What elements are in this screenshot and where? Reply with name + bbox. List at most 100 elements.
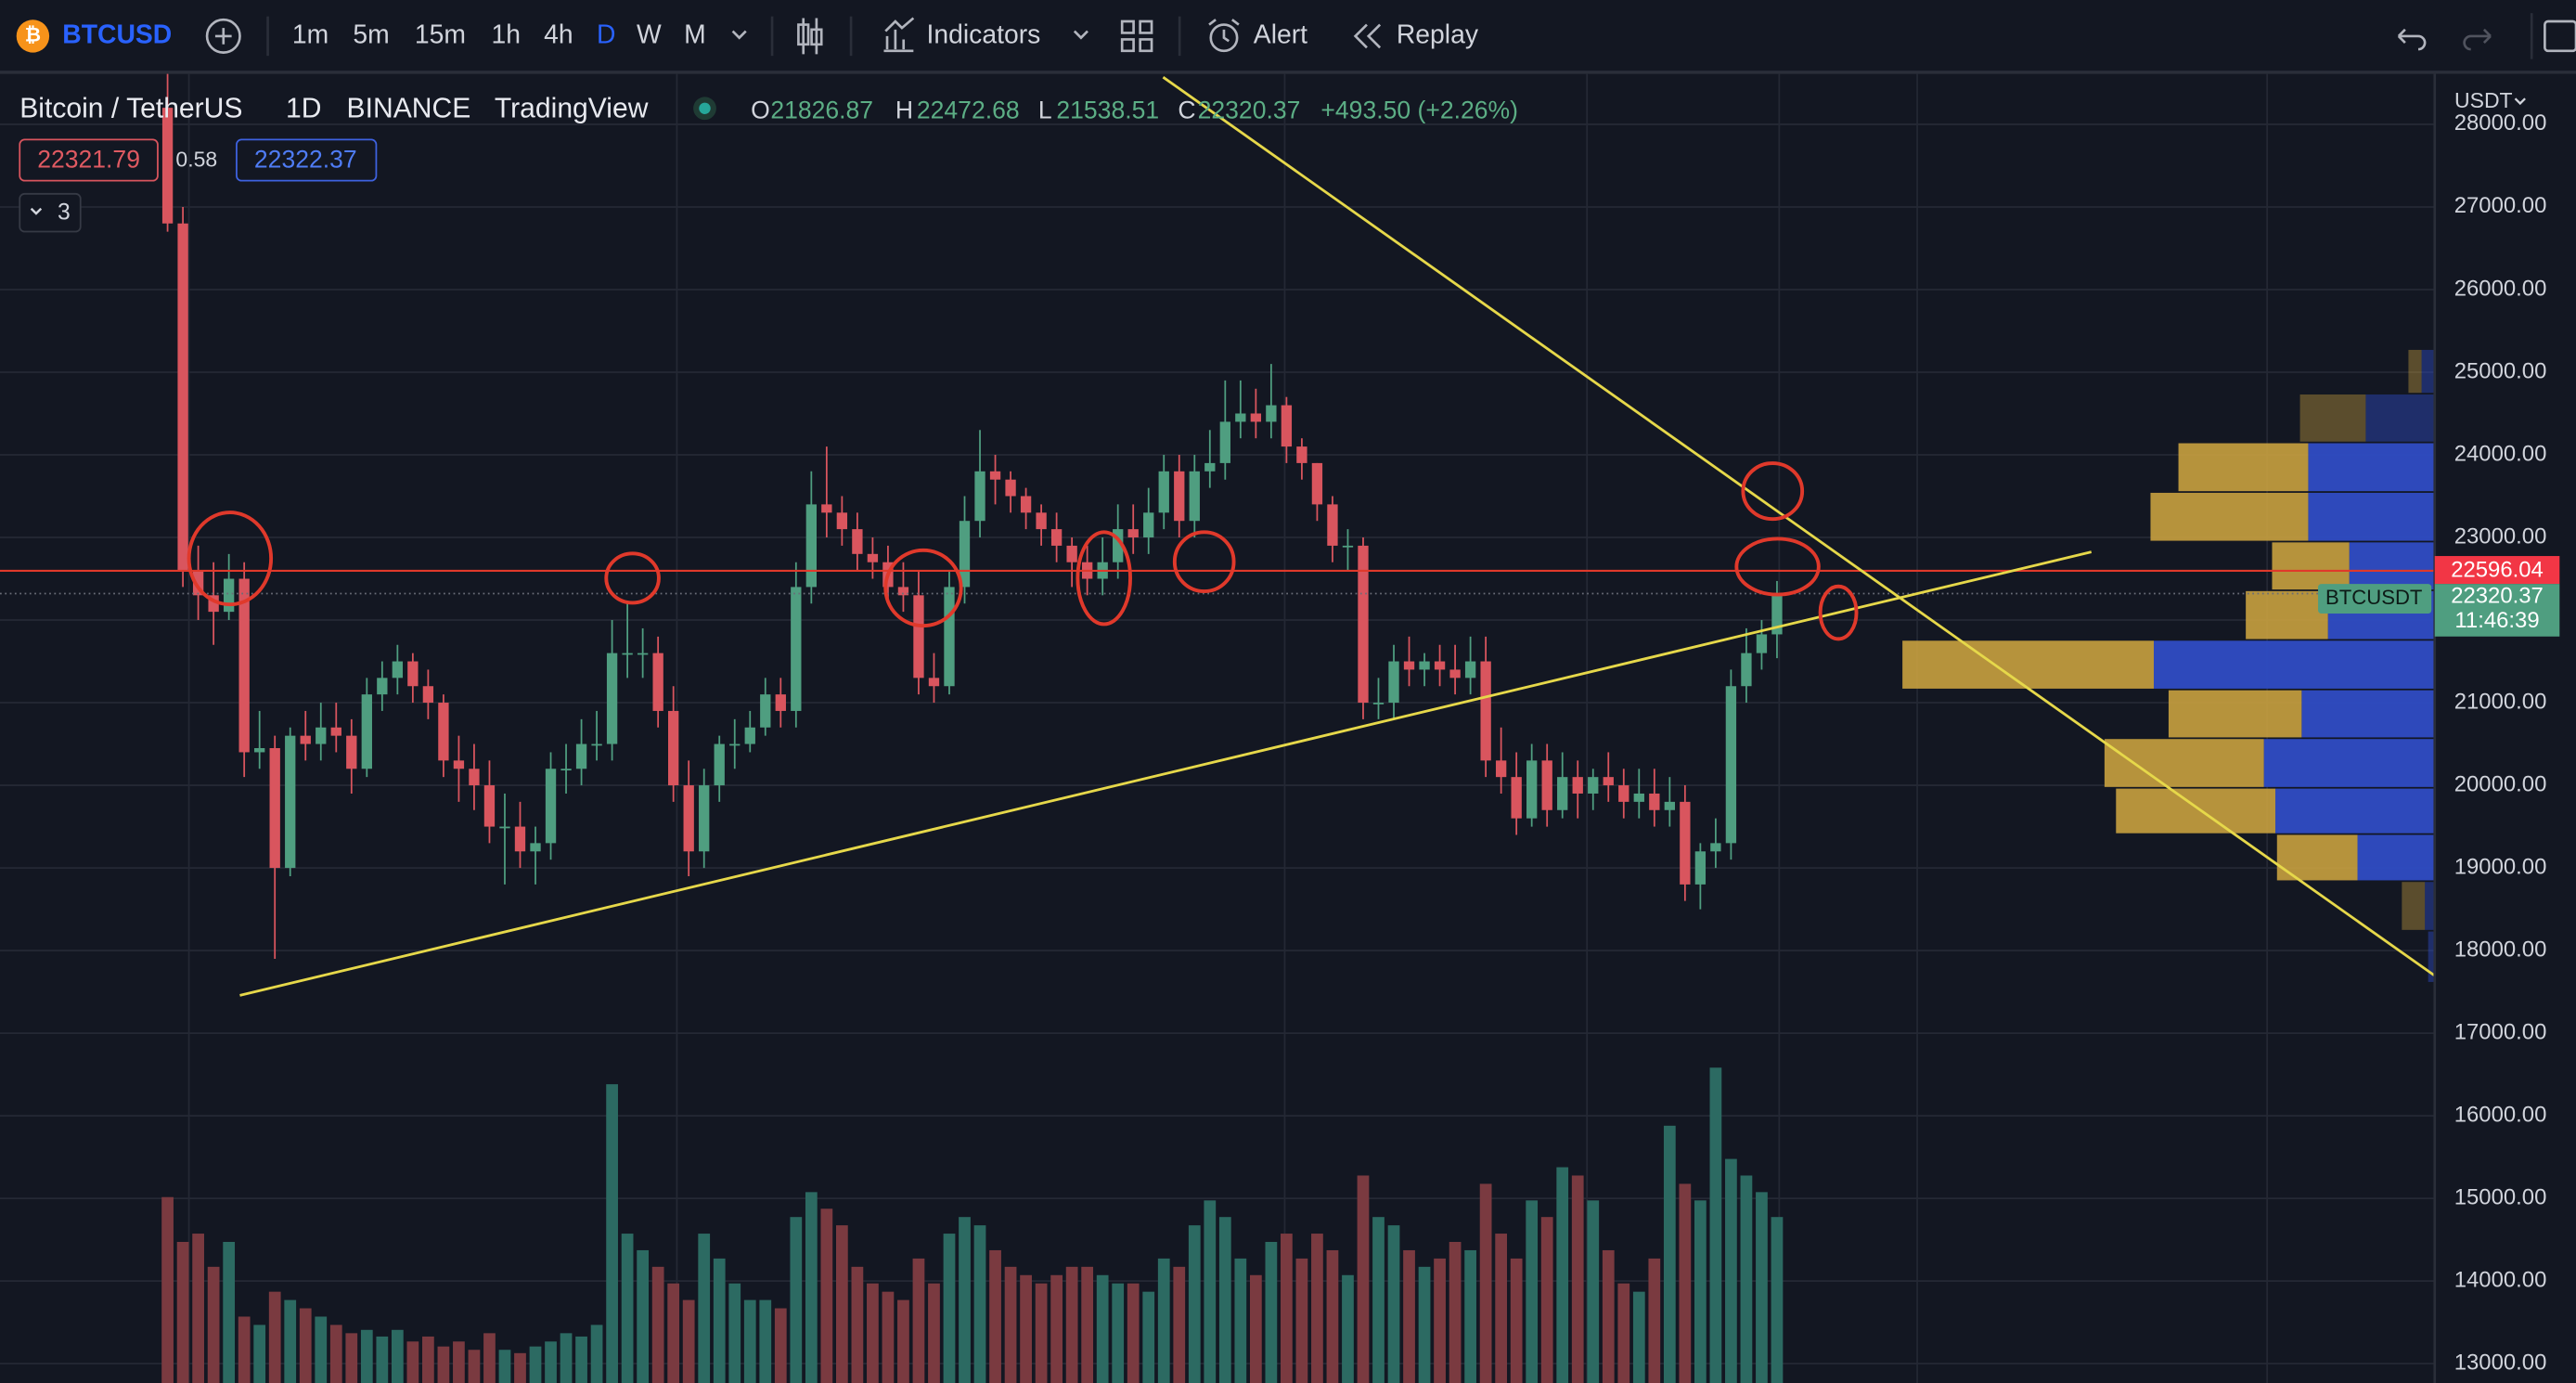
alert[interactable]: Alert [1254, 19, 1307, 49]
profile-down [2104, 739, 2264, 787]
volume-bar [1679, 1183, 1692, 1383]
volume-bar [1740, 1175, 1753, 1383]
candle-body [1372, 703, 1385, 704]
indicators-chevron[interactable] [1073, 30, 1088, 40]
high-value: 22472.68 [917, 96, 1020, 123]
trend-line[interactable] [239, 550, 2093, 997]
volume-bar [973, 1225, 986, 1383]
candle-body [422, 686, 434, 704]
alert-icon-hands [1208, 19, 1240, 43]
indicators-icon [883, 17, 915, 53]
indicators[interactable]: Indicators [927, 19, 1041, 49]
candle-body [668, 710, 679, 786]
volume-bar [376, 1336, 389, 1383]
ask-box[interactable] [236, 138, 378, 182]
profile-down [2246, 590, 2328, 640]
undo[interactable] [2397, 28, 2427, 51]
circle-annotation[interactable] [883, 548, 963, 628]
replay-icon [1353, 23, 1382, 49]
replay[interactable]: Replay [1397, 19, 1479, 49]
volume-bar [207, 1266, 220, 1383]
candle-body [1572, 777, 1583, 794]
candle-body [1618, 785, 1629, 802]
volume-bar [805, 1192, 818, 1383]
volume-bar [315, 1316, 328, 1383]
circle-annotation[interactable] [1075, 530, 1132, 627]
volume-bar [1526, 1200, 1539, 1383]
ask[interactable]: 22322.37 [254, 145, 357, 173]
circle-annotation[interactable] [1741, 461, 1805, 522]
volume-bar [223, 1242, 236, 1383]
profile-up [2263, 739, 2435, 787]
interval-chevron[interactable] [731, 30, 747, 40]
volume-bar [835, 1225, 848, 1383]
profile-up [2425, 882, 2435, 930]
interval-button[interactable]: 4h [544, 19, 573, 49]
y-tick-label: 16000.00 [2454, 1102, 2547, 1127]
volume-bar [1617, 1283, 1630, 1383]
circle-annotation[interactable] [1818, 584, 1859, 641]
interval-button[interactable]: 1m [292, 19, 328, 49]
symbol[interactable]: BTCUSD [62, 19, 172, 49]
layout-icon[interactable] [1120, 19, 1153, 53]
close-value: 22320.37 [1198, 96, 1301, 123]
profile-down [2150, 492, 2309, 541]
candle-body [622, 653, 633, 655]
profile-down [2272, 542, 2350, 590]
volume-bar [529, 1346, 542, 1383]
volume-bar [1434, 1258, 1446, 1383]
profile-up [2308, 443, 2435, 492]
volume-bar [545, 1341, 557, 1383]
alert-label-bg [2434, 556, 2560, 585]
volume-bar [329, 1325, 342, 1383]
interval-button[interactable]: M [684, 19, 706, 49]
circle-annotation[interactable] [1734, 536, 1821, 597]
redo[interactable] [2463, 28, 2492, 51]
symbol-label: BTCUSDT [2325, 586, 2422, 609]
interval-button[interactable]: 1h [492, 19, 522, 49]
volume-bar [1540, 1217, 1553, 1383]
volume-bar [1035, 1283, 1048, 1383]
indicators-toggle[interactable] [19, 192, 82, 233]
interval-button[interactable]: 15m [415, 19, 466, 49]
interval-button[interactable]: W [637, 19, 662, 49]
candle-body [1204, 462, 1216, 472]
circle-annotation[interactable] [1172, 530, 1236, 594]
volume-bar [1372, 1217, 1385, 1383]
candle-body [499, 826, 510, 829]
bid[interactable]: 22321.79 [37, 145, 140, 173]
candle-body [1358, 545, 1369, 704]
volume-bar [698, 1234, 711, 1383]
y-tick-label: 14000.00 [2454, 1267, 2547, 1292]
volume-bar [682, 1299, 695, 1383]
fullscreen[interactable] [2544, 19, 2576, 53]
interval-button[interactable]: D [597, 19, 615, 49]
candle-body [637, 653, 649, 655]
circle-annotation[interactable] [187, 511, 274, 607]
candle-body [1511, 777, 1522, 819]
candle-body [897, 587, 909, 596]
volume-bar [1725, 1158, 1737, 1383]
volume-bar [284, 1299, 297, 1383]
trend-line[interactable] [1162, 76, 2435, 977]
indicator-count: 3 [58, 200, 71, 226]
interval-button[interactable]: 5m [353, 19, 389, 49]
volume-bar [1112, 1283, 1125, 1383]
profile-up [2421, 349, 2435, 394]
volume-bar [943, 1234, 956, 1383]
symbol-label-bg [2318, 584, 2432, 614]
volume-bar [1295, 1258, 1308, 1383]
candle-body [1005, 479, 1016, 497]
volume-bar [928, 1283, 940, 1383]
circle-annotation[interactable] [604, 551, 661, 605]
chart-type[interactable] [797, 18, 823, 55]
currency[interactable]: USDT [2454, 88, 2513, 112]
candle-body [161, 108, 174, 224]
candle-body [1281, 405, 1293, 447]
volume-bar [1127, 1283, 1140, 1383]
volume-bar [851, 1266, 864, 1383]
add-symbol[interactable] [205, 18, 241, 54]
candle-body [1725, 686, 1737, 844]
bid-box[interactable] [19, 138, 159, 182]
